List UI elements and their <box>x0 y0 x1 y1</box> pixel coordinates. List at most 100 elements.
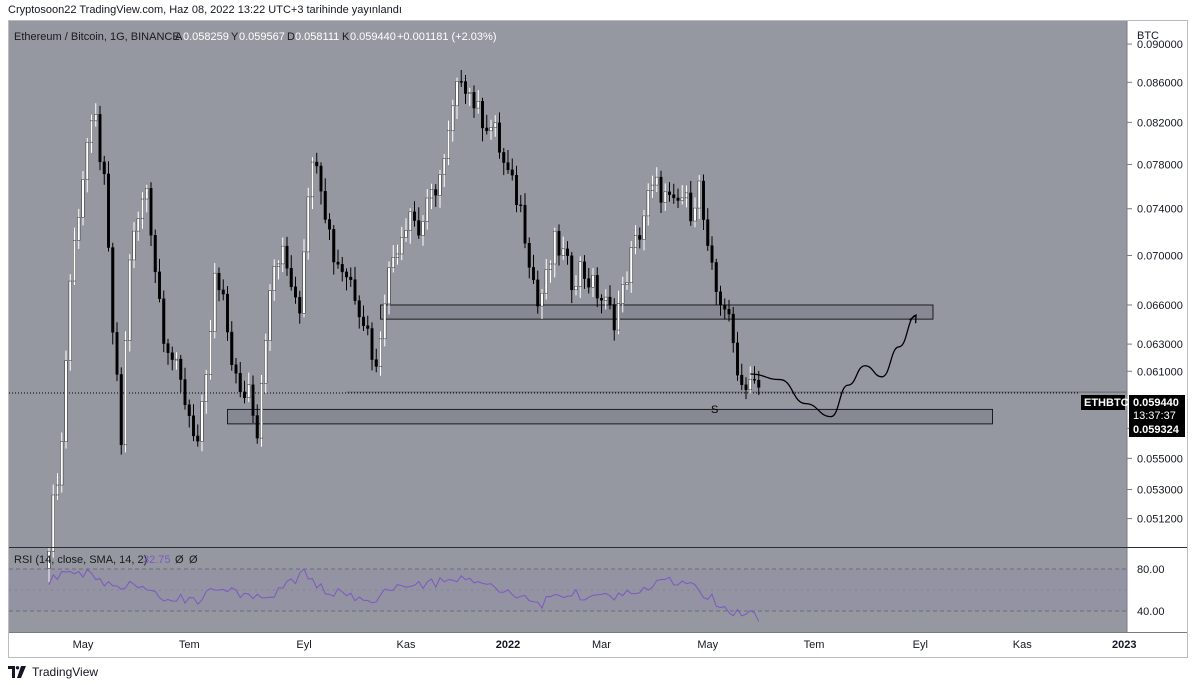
projection-path[interactable] <box>750 314 917 418</box>
candle-body <box>702 180 706 220</box>
candle-body <box>396 253 400 258</box>
brand-name: TradingView <box>32 665 99 679</box>
candle-body <box>294 286 298 298</box>
candle-body <box>264 340 268 384</box>
candle-body <box>442 158 446 175</box>
bar-countdown: 13:37:37 <box>1133 410 1176 422</box>
candle-body <box>464 81 468 94</box>
change-value: +0.001181 (+2.03%) <box>397 31 496 43</box>
candle-body <box>655 176 659 186</box>
candle-body <box>247 384 251 398</box>
candle-body <box>315 161 319 167</box>
time-tick-label: Tem <box>179 639 200 651</box>
candle-body <box>515 174 519 206</box>
candle-body <box>225 293 229 333</box>
candle-body <box>519 204 523 207</box>
time-tick-label: Kas <box>1013 639 1032 651</box>
candle-body <box>604 296 608 301</box>
candle-body <box>489 127 493 132</box>
candle-body <box>77 217 81 241</box>
candle-body <box>668 191 672 195</box>
rsi-axis[interactable]: 80.00 40.00 <box>1137 564 1165 618</box>
symbol-tag-bg <box>1081 395 1125 410</box>
candle-body <box>183 379 187 405</box>
candle-body <box>472 92 476 109</box>
candle-body <box>642 215 646 240</box>
candle-body <box>179 358 183 380</box>
candle-body <box>536 279 540 307</box>
price-tick-label: 0.063000 <box>1137 339 1183 351</box>
support-zone[interactable] <box>227 408 993 425</box>
candle-body <box>468 92 472 94</box>
candle-body <box>549 263 553 270</box>
open-value: 0.058259 <box>183 31 229 43</box>
candle-body <box>298 296 302 314</box>
support-zone[interactable] <box>380 304 934 320</box>
candle-body <box>710 245 714 263</box>
time-axis[interactable]: May Tem Eyl Kas 2022 Mar May Tem Eyl Kas 2023 <box>9 632 1187 652</box>
candle-body <box>748 379 752 391</box>
candle-body <box>629 247 633 283</box>
rsi-label: RSI (14, close, SMA, 14, 2) <box>14 554 147 566</box>
high-value: 0.059567 <box>239 31 285 43</box>
candle-body <box>72 240 76 282</box>
current-price-tags: ETHBTC 0.059440 13:37:37 0.059324 <box>1081 395 1185 437</box>
price-tick-label: 0.082000 <box>1137 117 1183 129</box>
candle-body <box>268 290 272 341</box>
time-tick-label: Eyl <box>913 639 928 651</box>
candle-body <box>277 263 281 267</box>
candle-body <box>493 122 497 128</box>
candle-body <box>693 207 697 222</box>
candle-body <box>311 161 315 198</box>
chart-canvas[interactable]: Ethereum / Bitcoin, 1G, BINANCE A 0.0582… <box>9 21 1187 657</box>
candle-body <box>196 435 200 442</box>
price-tick-label: 0.086000 <box>1137 77 1183 89</box>
annotation-letter: S <box>711 404 718 416</box>
candle-body <box>81 179 85 218</box>
footer: TradingView <box>8 662 98 682</box>
candle-body <box>238 373 242 393</box>
candle-body <box>744 384 748 391</box>
candle-body <box>400 237 404 255</box>
candle-body <box>727 309 731 315</box>
candle-body <box>174 358 178 361</box>
price-tick-label: 0.090000 <box>1137 39 1183 51</box>
symbol-name: Ethereum / Bitcoin, 1G, BINANCE <box>14 31 180 43</box>
candle-body <box>391 257 395 269</box>
candle-body <box>200 401 204 442</box>
candle-body <box>672 194 676 199</box>
candle-body <box>574 286 578 291</box>
candle-body <box>553 230 557 265</box>
price-tick-label: 0.053000 <box>1137 485 1183 497</box>
candle-body <box>119 374 123 446</box>
chart-frame: Ethereum / Bitcoin, 1G, BINANCE A 0.0582… <box>8 20 1188 658</box>
candle-body <box>740 374 744 385</box>
candle-body <box>353 279 357 301</box>
candle-body <box>621 284 625 304</box>
candle-body <box>544 269 548 294</box>
time-tick-label: Eyl <box>296 639 311 651</box>
price-tag-bg <box>1129 395 1185 437</box>
candle-body <box>527 243 531 268</box>
candle-body <box>476 101 480 109</box>
candle-body <box>255 415 259 439</box>
candle-body <box>421 221 425 236</box>
candle-body <box>140 198 144 219</box>
candle-body <box>387 267 391 305</box>
candle-body <box>561 248 565 256</box>
candle-body <box>98 114 102 163</box>
open-label: A <box>175 31 183 43</box>
candle-body <box>281 245 285 265</box>
candle-body <box>123 340 127 446</box>
candle-body <box>608 296 612 305</box>
candle-body <box>625 282 629 285</box>
price-tick-label: 0.070000 <box>1137 250 1183 262</box>
candle-body <box>459 81 463 83</box>
candle-body <box>289 268 293 288</box>
candle-body <box>413 211 417 221</box>
candle-body <box>204 374 208 402</box>
candle-body <box>685 192 689 199</box>
candle-body <box>680 197 684 201</box>
price-axis[interactable]: BTC 0.090000 0.086000 0.082000 0.078000 0.07… <box>9 21 1187 632</box>
symbol-tag: ETHBTC <box>1084 397 1129 409</box>
